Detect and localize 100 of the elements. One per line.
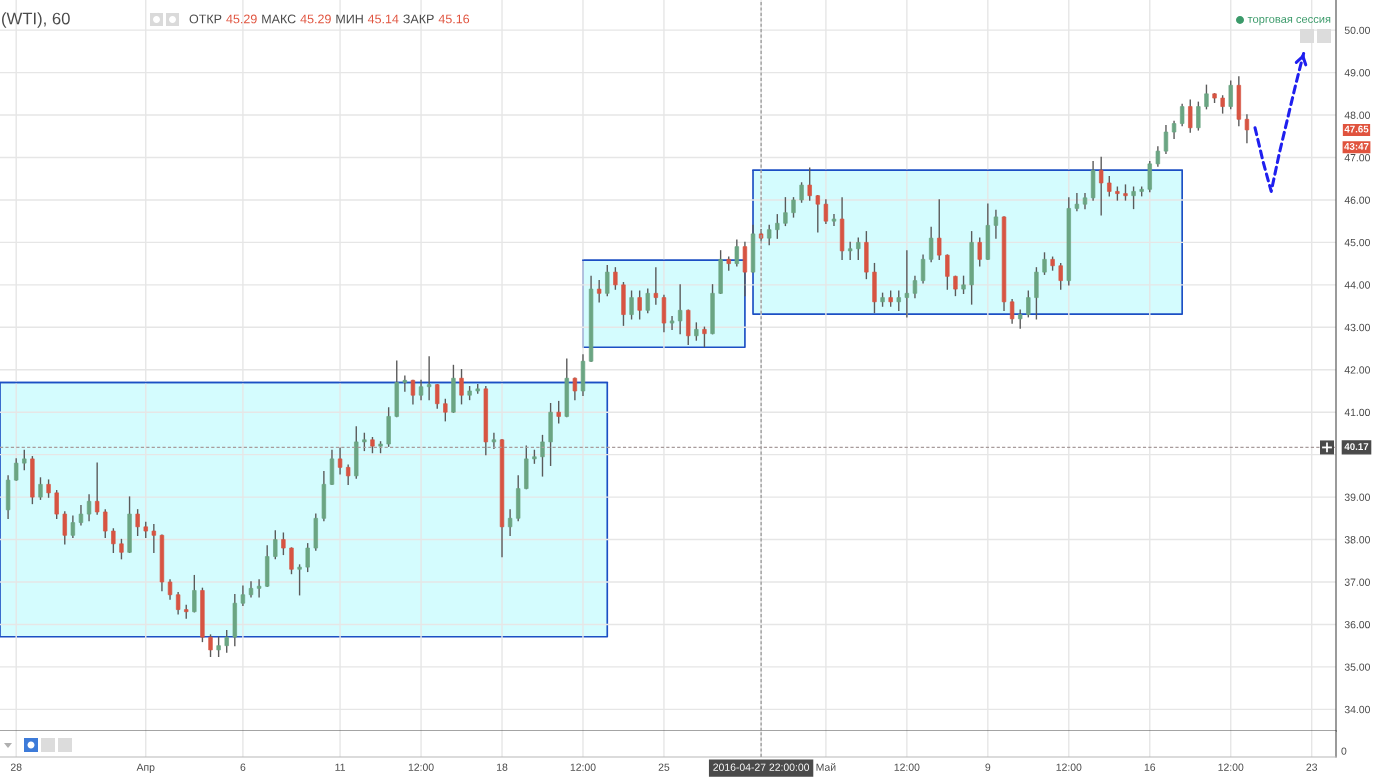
- candlestick: [248, 581, 254, 598]
- candlestick: [920, 254, 926, 284]
- candlestick: [22, 449, 27, 471]
- candlestick: [62, 511, 67, 545]
- y-tick-label: 48.00: [1344, 111, 1370, 119]
- x-tick-label: 12:00: [570, 763, 596, 771]
- candlestick: [937, 199, 942, 261]
- y-tick-label: 44.00: [1344, 281, 1370, 289]
- candlestick: [856, 237, 861, 261]
- candlestick: [734, 239, 739, 267]
- candlestick: [702, 326, 707, 348]
- y-tick-label: 38.00: [1344, 536, 1370, 544]
- candlestick: [192, 574, 197, 613]
- candlestick: [54, 490, 59, 520]
- candlestick: [767, 224, 772, 246]
- candlestick: [791, 197, 796, 218]
- candlestick: [240, 585, 246, 607]
- candlestick: [645, 288, 650, 314]
- candlestick: [1026, 290, 1031, 318]
- candlestick: [572, 377, 578, 401]
- candlestick: [224, 630, 229, 653]
- x-tick-label: 28: [10, 763, 22, 771]
- candlestick: [346, 464, 351, 486]
- y-tick-label: 35.00: [1344, 663, 1370, 671]
- candlestick: [289, 547, 294, 575]
- x-tick-label: Апр: [136, 763, 155, 773]
- y-tick-label: 37.00: [1344, 578, 1370, 586]
- candlestick: [1107, 175, 1112, 197]
- x-tick-label: 12:00: [1056, 763, 1082, 771]
- x-tick-label: 16: [1144, 763, 1156, 771]
- y-tick-label: 34.00: [1344, 705, 1370, 714]
- candlestick: [1042, 252, 1047, 275]
- candlestick: [1058, 262, 1063, 290]
- candlestick: [151, 523, 157, 553]
- x-tick-label: 6: [240, 763, 246, 771]
- candlestick: [1244, 114, 1250, 144]
- candlestick: [613, 267, 618, 290]
- candlestick: [78, 504, 84, 526]
- y-tick-label: 47.00: [1344, 153, 1370, 162]
- candlestick: [337, 447, 343, 475]
- candlestick: [273, 530, 278, 560]
- text: (WTI), 60: [2, 12, 70, 28]
- candlestick: [1196, 101, 1201, 131]
- candlestick: [823, 199, 829, 224]
- candlestick: [848, 241, 853, 261]
- candlestick: [977, 237, 982, 267]
- text: 47.65: [1344, 125, 1369, 133]
- candlestick: [597, 279, 602, 303]
- candlestick: [175, 591, 181, 615]
- candlestick: [896, 290, 901, 312]
- candlestick: [799, 182, 804, 203]
- y-tick-label: 36.00: [1344, 620, 1370, 629]
- candlestick: [1163, 124, 1169, 154]
- candlestick: [677, 284, 683, 335]
- y-tick-label: 50.00: [1344, 26, 1370, 35]
- candlestick: [491, 432, 497, 449]
- annotation: торговая сессия: [1247, 16, 1331, 26]
- candlestick: [1131, 186, 1136, 210]
- candlestick: [928, 226, 934, 263]
- x-tick-label: 9: [985, 763, 991, 771]
- candlestick: [70, 515, 76, 539]
- x-tick-label: 2016-04-27 22:00:00: [713, 763, 810, 771]
- candlestick: [119, 538, 124, 560]
- y-tick-label: 45.00: [1344, 238, 1370, 247]
- candlestick: [167, 579, 173, 600]
- candlestick: [953, 275, 958, 297]
- candlestick: [135, 509, 140, 536]
- candlestick: [256, 579, 262, 598]
- candlestick: [435, 383, 440, 409]
- candlestick: [418, 379, 424, 401]
- y-tick-label: 49.00: [1344, 69, 1370, 77]
- candlestick: [111, 528, 116, 553]
- candlestick: [775, 214, 780, 239]
- candlestick: [94, 462, 100, 515]
- candlestick: [216, 636, 221, 657]
- candlestick: [103, 509, 108, 539]
- candlestick: [507, 509, 513, 536]
- candlestick: [807, 167, 812, 201]
- candlestick: [1074, 192, 1080, 212]
- x-tick-label: Май: [816, 763, 836, 771]
- candlestick: [281, 532, 286, 556]
- y-tick-label: 42.00: [1344, 366, 1370, 374]
- candlestick: [815, 195, 820, 233]
- text: ОТКР 45.29 МАКС 45.29 МИН 45.14 ЗАКР 45.16: [189, 14, 470, 24]
- candlestick: [653, 267, 659, 305]
- candlestick: [305, 543, 310, 573]
- candlestick: [783, 197, 788, 227]
- y-tick-label: 41.00: [1344, 408, 1370, 417]
- candlestick: [1204, 84, 1209, 110]
- candlestick: [38, 477, 43, 500]
- candlestick: [443, 398, 448, 422]
- candlestick: [1009, 299, 1015, 324]
- candlestick: [208, 634, 213, 657]
- candlestick: [1099, 156, 1104, 216]
- x-tick-label: 12:00: [408, 763, 434, 771]
- candlestick: [402, 375, 408, 392]
- candlestick: [1179, 103, 1185, 127]
- candlestick: [1155, 146, 1161, 167]
- candlestick: [297, 564, 302, 596]
- candlestick: [904, 250, 910, 318]
